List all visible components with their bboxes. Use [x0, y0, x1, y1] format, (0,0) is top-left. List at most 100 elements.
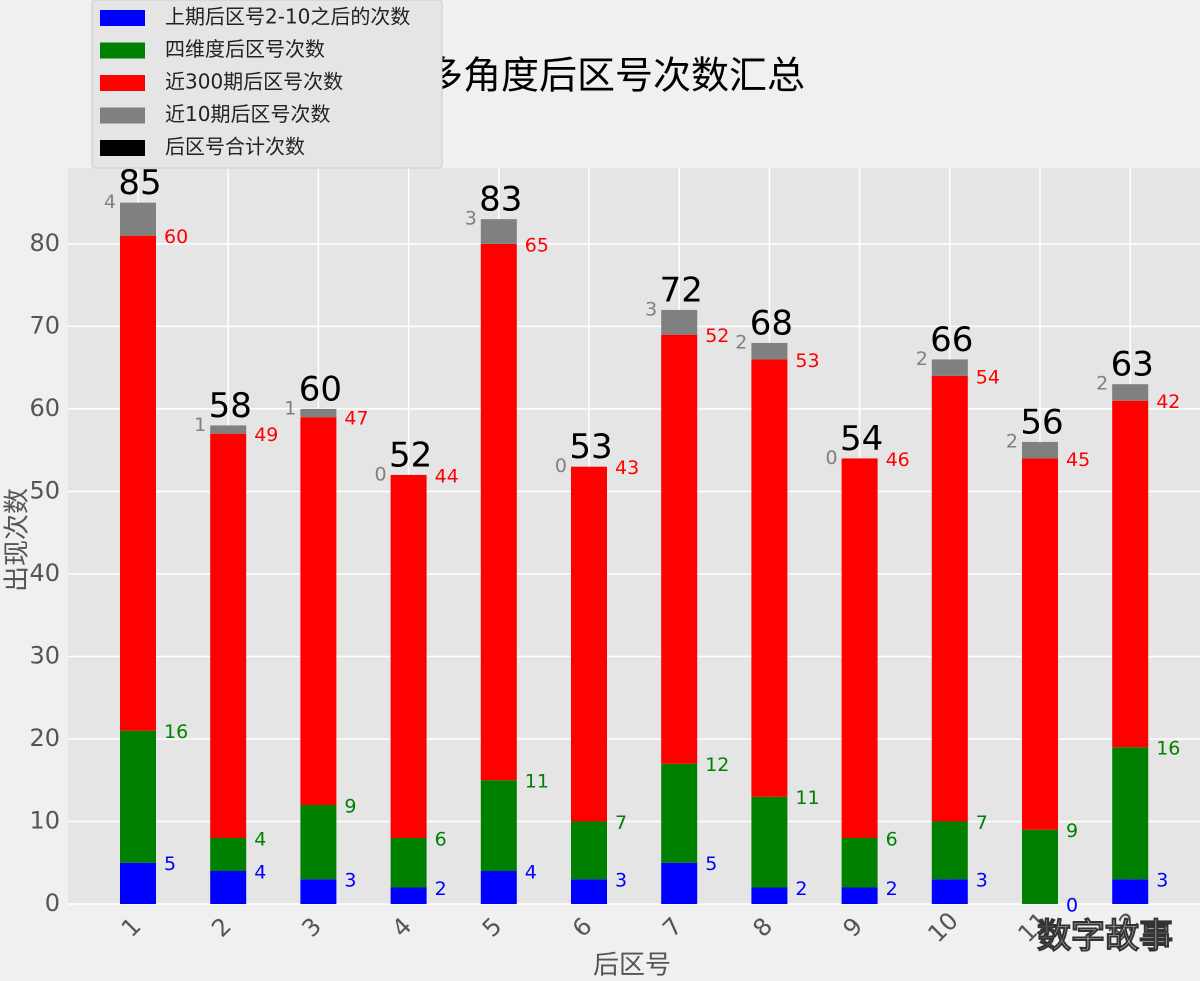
legend-label: 近300期后区号次数: [165, 70, 343, 94]
bar-segment: [480, 243, 517, 781]
value-label: 2: [1096, 373, 1108, 395]
bar-segment: [841, 837, 878, 888]
bar-segment: [661, 862, 698, 904]
y-tick-label: 60: [29, 394, 60, 422]
bar-segment: [931, 359, 968, 376]
value-label: 12: [705, 754, 729, 776]
y-tick-label: 70: [29, 311, 60, 339]
bar-segment: [751, 796, 788, 888]
value-label: 0: [375, 463, 387, 485]
bar-segment: [751, 887, 788, 904]
value-label: 4: [254, 861, 266, 883]
value-label: 44: [435, 465, 459, 487]
legend-label: 四维度后区号次数: [165, 37, 325, 61]
bar-segment: [120, 202, 156, 236]
legend-swatch: [100, 42, 145, 59]
value-label: 45: [1066, 449, 1090, 471]
value-label: 3: [344, 870, 356, 892]
bar-segment: [390, 887, 427, 904]
value-label: 3: [465, 208, 477, 230]
bar-segment: [841, 887, 878, 904]
bar-segment: [1112, 384, 1149, 401]
bar-segment: [1112, 747, 1149, 880]
value-label: 6: [435, 828, 447, 850]
y-tick-label: 50: [29, 476, 60, 504]
total-label: 83: [479, 180, 522, 220]
bar-segment: [300, 408, 337, 418]
value-label: 4: [104, 191, 116, 213]
x-tick-label: 1: [116, 912, 147, 943]
legend-swatch: [100, 75, 145, 91]
value-label: 2: [435, 878, 447, 900]
value-label: 16: [1156, 738, 1180, 760]
value-label: 46: [886, 449, 910, 471]
value-label: 2: [735, 331, 747, 353]
bar-segment: [571, 879, 607, 904]
bar-segment: [480, 219, 517, 244]
value-label: 54: [976, 366, 1000, 388]
bar-segment: [120, 862, 156, 904]
bar-segment: [661, 334, 698, 764]
bar-segment: [931, 821, 968, 880]
bar-segment: [300, 879, 337, 904]
x-tick-label: 2: [206, 912, 237, 943]
y-tick-label: 20: [29, 724, 60, 752]
total-label: 60: [299, 369, 342, 409]
y-tick-label: 10: [29, 806, 60, 834]
bar-segment: [841, 458, 878, 838]
value-label: 3: [976, 870, 988, 892]
y-axis-label: 出现次数: [3, 488, 33, 592]
value-label: 2: [916, 348, 928, 370]
bar-segment: [661, 309, 698, 335]
bar-segment: [390, 837, 427, 888]
value-label: 6: [886, 828, 898, 850]
bar-segment: [390, 474, 427, 838]
total-label: 56: [1020, 402, 1063, 442]
bar-segment: [571, 821, 607, 880]
value-label: 4: [254, 828, 266, 850]
value-label: 3: [615, 870, 627, 892]
bar-segment: [300, 417, 337, 805]
total-label: 63: [1111, 345, 1154, 385]
bar-segment: [210, 433, 247, 838]
value-label: 60: [164, 226, 188, 248]
legend-label: 近10期后区号次数: [165, 102, 330, 126]
bar-segment: [1022, 829, 1058, 904]
bar-segment: [120, 235, 156, 731]
y-tick-label: 80: [29, 229, 60, 257]
value-label: 11: [525, 771, 549, 793]
value-label: 5: [705, 853, 717, 875]
bar-segment: [1022, 458, 1058, 830]
watermark: 数字故事: [1037, 917, 1173, 957]
value-label: 16: [164, 721, 188, 743]
value-label: 2: [795, 878, 807, 900]
legend-box: [91, 0, 443, 169]
total-label: 54: [840, 419, 883, 459]
bar-segment: [120, 730, 156, 863]
value-label: 53: [795, 350, 819, 372]
x-tick-label: 7: [657, 912, 688, 943]
x-tick-label: 4: [387, 912, 418, 943]
legend-swatch: [100, 140, 145, 156]
value-label: 2: [886, 878, 898, 900]
total-label: 58: [209, 386, 252, 426]
total-label: 53: [569, 427, 612, 467]
total-label: 66: [930, 320, 973, 360]
bar-segment: [931, 879, 968, 904]
y-tick-label: 0: [45, 889, 60, 917]
value-label: 5: [164, 853, 176, 875]
value-label: 49: [254, 424, 278, 446]
x-tick-label: 8: [747, 912, 778, 943]
value-label: 65: [525, 234, 549, 256]
chart-title: 多角度后区号次数汇总: [425, 54, 805, 98]
value-label: 4: [525, 861, 537, 883]
value-label: 42: [1156, 391, 1180, 413]
bar-segment: [571, 466, 607, 822]
value-label: 11: [795, 787, 819, 809]
bar-segment: [1022, 441, 1058, 459]
y-tick-label: 30: [29, 641, 60, 669]
bar-segment: [210, 837, 247, 871]
y-tick-label: 40: [29, 559, 60, 587]
value-label: 3: [645, 298, 657, 320]
